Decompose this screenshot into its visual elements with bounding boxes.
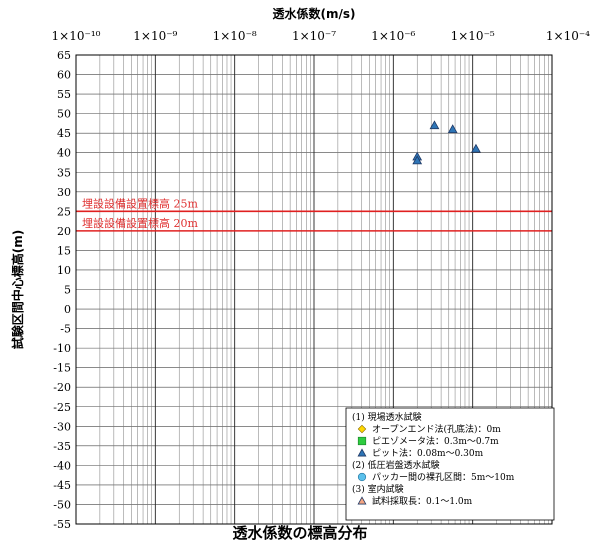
y-tick-label: -35 xyxy=(53,440,71,453)
x-axis-title: 透水係数(m/s) xyxy=(273,6,356,21)
reference-line-label: 埋設設備設置標高 20m xyxy=(82,216,198,230)
data-point xyxy=(471,143,481,153)
legend-item: ピット法：0.08m～0.30m xyxy=(372,447,484,459)
data-point xyxy=(447,124,458,134)
y-tick-label: 65 xyxy=(57,49,71,62)
y-axis-title: 試験区間中心標高(m) xyxy=(10,230,25,349)
legend-marker xyxy=(357,436,367,446)
y-tick-label: -10 xyxy=(53,342,71,355)
y-tick-label: -15 xyxy=(53,362,71,375)
y-tick-label: 50 xyxy=(57,108,71,121)
legend: (1) 現場透水試験オープンエンド法(孔底法)：0mピエゾメータ法：0.3m～0… xyxy=(345,407,555,521)
x-tick-label: 1×10⁻⁵ xyxy=(451,29,495,43)
plot-frame xyxy=(75,54,553,525)
y-tick-label: -50 xyxy=(53,498,71,511)
x-tick-label: 1×10⁻⁷ xyxy=(292,29,336,43)
y-tick-label: -45 xyxy=(53,479,71,492)
y-tick-label: 20 xyxy=(57,225,71,238)
y-tick-label: 35 xyxy=(57,166,71,179)
legend-box xyxy=(345,407,555,521)
legend-heading: (1) 現場透水試験 xyxy=(352,411,422,423)
legend-marker xyxy=(357,472,367,482)
legend-marker xyxy=(357,448,367,457)
data-point xyxy=(412,155,423,165)
legend-item: 試料採取長：0.1～1.0m xyxy=(372,495,473,507)
y-tick-label: 10 xyxy=(57,264,71,277)
y-tick-label: 15 xyxy=(57,244,71,257)
y-tick-label: -5 xyxy=(60,323,71,336)
x-tick-label: 1×10⁻¹⁰ xyxy=(52,29,101,43)
y-tick-label: 55 xyxy=(57,88,71,101)
y-tick-label: 45 xyxy=(57,127,71,140)
y-tick-label: 25 xyxy=(57,205,71,218)
x-tick-labels: 1×10⁻¹⁰ 1×10⁻⁹ 1×10⁻⁸ 1×10⁻⁷ 1×10⁻⁶ 1×10⁻⁵ 1×1… xyxy=(52,29,591,43)
y-tick-label: -55 xyxy=(53,518,71,531)
y-tick-label: -30 xyxy=(53,420,71,433)
y-tick-label: -25 xyxy=(53,401,71,414)
y-tick-labels: 65605550454035302520151050-5-10-15-20-25… xyxy=(53,49,71,531)
y-tick-label: 60 xyxy=(57,69,71,82)
data-points xyxy=(412,120,481,165)
legend-item: ピエゾメータ法：0.3m～0.7m xyxy=(372,435,499,447)
legend-item: パッカー間の裸孔区間：5m～10m xyxy=(372,471,515,483)
figure-caption: 透水係数の標高分布 xyxy=(232,524,367,540)
x-tick-label: 1×10⁻⁸ xyxy=(213,29,257,43)
legend-heading: (3) 室内試験 xyxy=(352,483,404,495)
y-tick-label: -20 xyxy=(53,381,71,394)
y-tick-label: -40 xyxy=(53,459,71,472)
data-point xyxy=(429,120,440,130)
grid xyxy=(75,54,552,525)
y-tick-label: 40 xyxy=(57,147,71,160)
x-tick-label: 1×10⁻⁹ xyxy=(133,29,177,43)
y-tick-label: 30 xyxy=(57,186,71,199)
y-tick-label: 0 xyxy=(64,303,71,316)
legend-marker xyxy=(357,424,367,434)
reference-line-label: 埋設設備設置標高 25m xyxy=(82,196,198,210)
legend-heading: (2) 低圧岩盤透水試験 xyxy=(352,459,440,471)
x-tick-label: 1×10⁻⁶ xyxy=(371,29,415,43)
x-tick-label: 1×10⁻⁴ xyxy=(546,29,590,43)
reference-lines: 埋設設備設置標高 25m 埋設設備設置標高 20m xyxy=(76,196,552,232)
y-tick-label: 5 xyxy=(64,284,71,297)
legend-marker xyxy=(357,496,367,505)
legend-item: オープンエンド法(孔底法)：0m xyxy=(372,423,501,435)
